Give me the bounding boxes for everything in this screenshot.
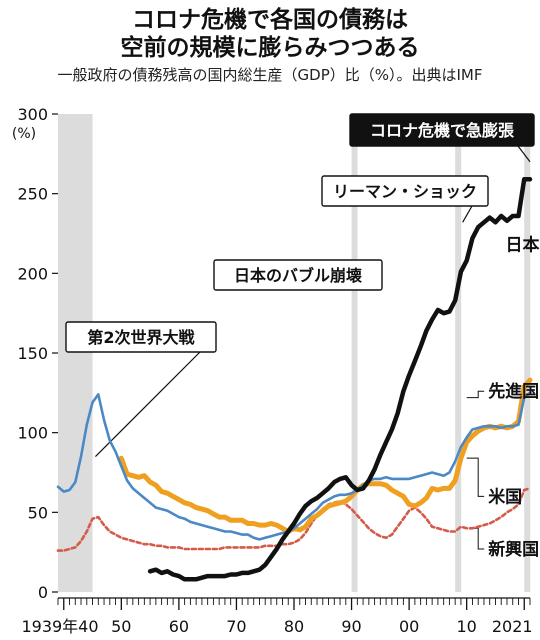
shaded-period-0 xyxy=(58,114,93,592)
annotation-label-1: 日本のバブル崩壊 xyxy=(234,266,363,285)
x-tick-label-1960: 60 xyxy=(169,617,189,636)
y-axis-unit: (%) xyxy=(12,126,36,142)
x-tick-label-2020: 2021 xyxy=(492,617,533,636)
series-line-新興国 xyxy=(56,487,532,552)
x-tick-label-1939: 1939年40 xyxy=(21,617,98,636)
shaded-period-2 xyxy=(455,114,462,592)
y-tick-label-100: 100 xyxy=(17,424,48,443)
y-tick-label-150: 150 xyxy=(17,344,48,363)
annotation-box-1 xyxy=(213,259,383,291)
series-line-先進国 xyxy=(56,391,532,541)
series-leader-先進国 xyxy=(466,390,485,399)
x-tick-label-1970: 70 xyxy=(226,617,246,636)
series-label-新興国: 新興国 xyxy=(488,539,539,560)
shaded-periods xyxy=(58,114,531,592)
y-tick-label-50: 50 xyxy=(28,503,48,522)
series-line-日本 xyxy=(147,177,533,582)
y-tick-label-0: 0 xyxy=(38,583,48,602)
series-label-米国: 米国 xyxy=(488,486,522,507)
chart-title-line2: 空前の規模に膨らみつつある xyxy=(120,35,420,61)
x-tick-label-2000: 00 xyxy=(399,617,419,636)
y-tick-label-300: 300 xyxy=(17,105,48,124)
annotation-label-2: リーマン・ショック xyxy=(333,182,477,201)
series-label-日本: 日本 xyxy=(505,235,539,256)
annotation-leaders: 第2次世界大戦 日本のバブル崩壊 リーマン・ショック コロナ危機で急膨張 xyxy=(65,113,535,550)
annotation-leader-3 xyxy=(517,145,531,163)
axes: 0 50 100 150 200 250 300 (%) 1939年40 50 60 70 80 90 00… xyxy=(12,105,533,636)
annotation-box-0 xyxy=(65,321,217,353)
shaded-period-1 xyxy=(351,114,358,592)
chart-title-line1: コロナ危機で各国の債務は xyxy=(132,7,408,33)
shaded-period-3 xyxy=(524,114,531,592)
series-leader-新興国 xyxy=(472,527,485,550)
annotation-leader-2 xyxy=(462,205,473,223)
series-leader-米国 xyxy=(466,457,485,497)
x-tick-label-2010: 10 xyxy=(457,617,477,636)
annotation-label-3: コロナ危機で急膨張 xyxy=(370,121,515,140)
annotation-leader-0 xyxy=(94,351,201,457)
series-line-米国 xyxy=(118,377,533,534)
series-label-先進国: 先進国 xyxy=(488,381,539,402)
series-lines xyxy=(56,177,533,582)
annotation-box-3 xyxy=(349,113,535,147)
x-tick-label-1980: 80 xyxy=(284,617,304,636)
y-tick-label-200: 200 xyxy=(17,264,48,283)
x-tick-label-1950: 50 xyxy=(111,617,131,636)
y-tick-label-250: 250 xyxy=(17,185,48,204)
x-tick-label-1990: 90 xyxy=(341,617,361,636)
annotation-box-2 xyxy=(321,175,489,207)
chart-subtitle: 一般政府の債務残高の国内総生産（GDP）比（%）。出典はIMF xyxy=(57,66,483,84)
annotation-label-0: 第2次世界大戦 xyxy=(87,328,195,347)
